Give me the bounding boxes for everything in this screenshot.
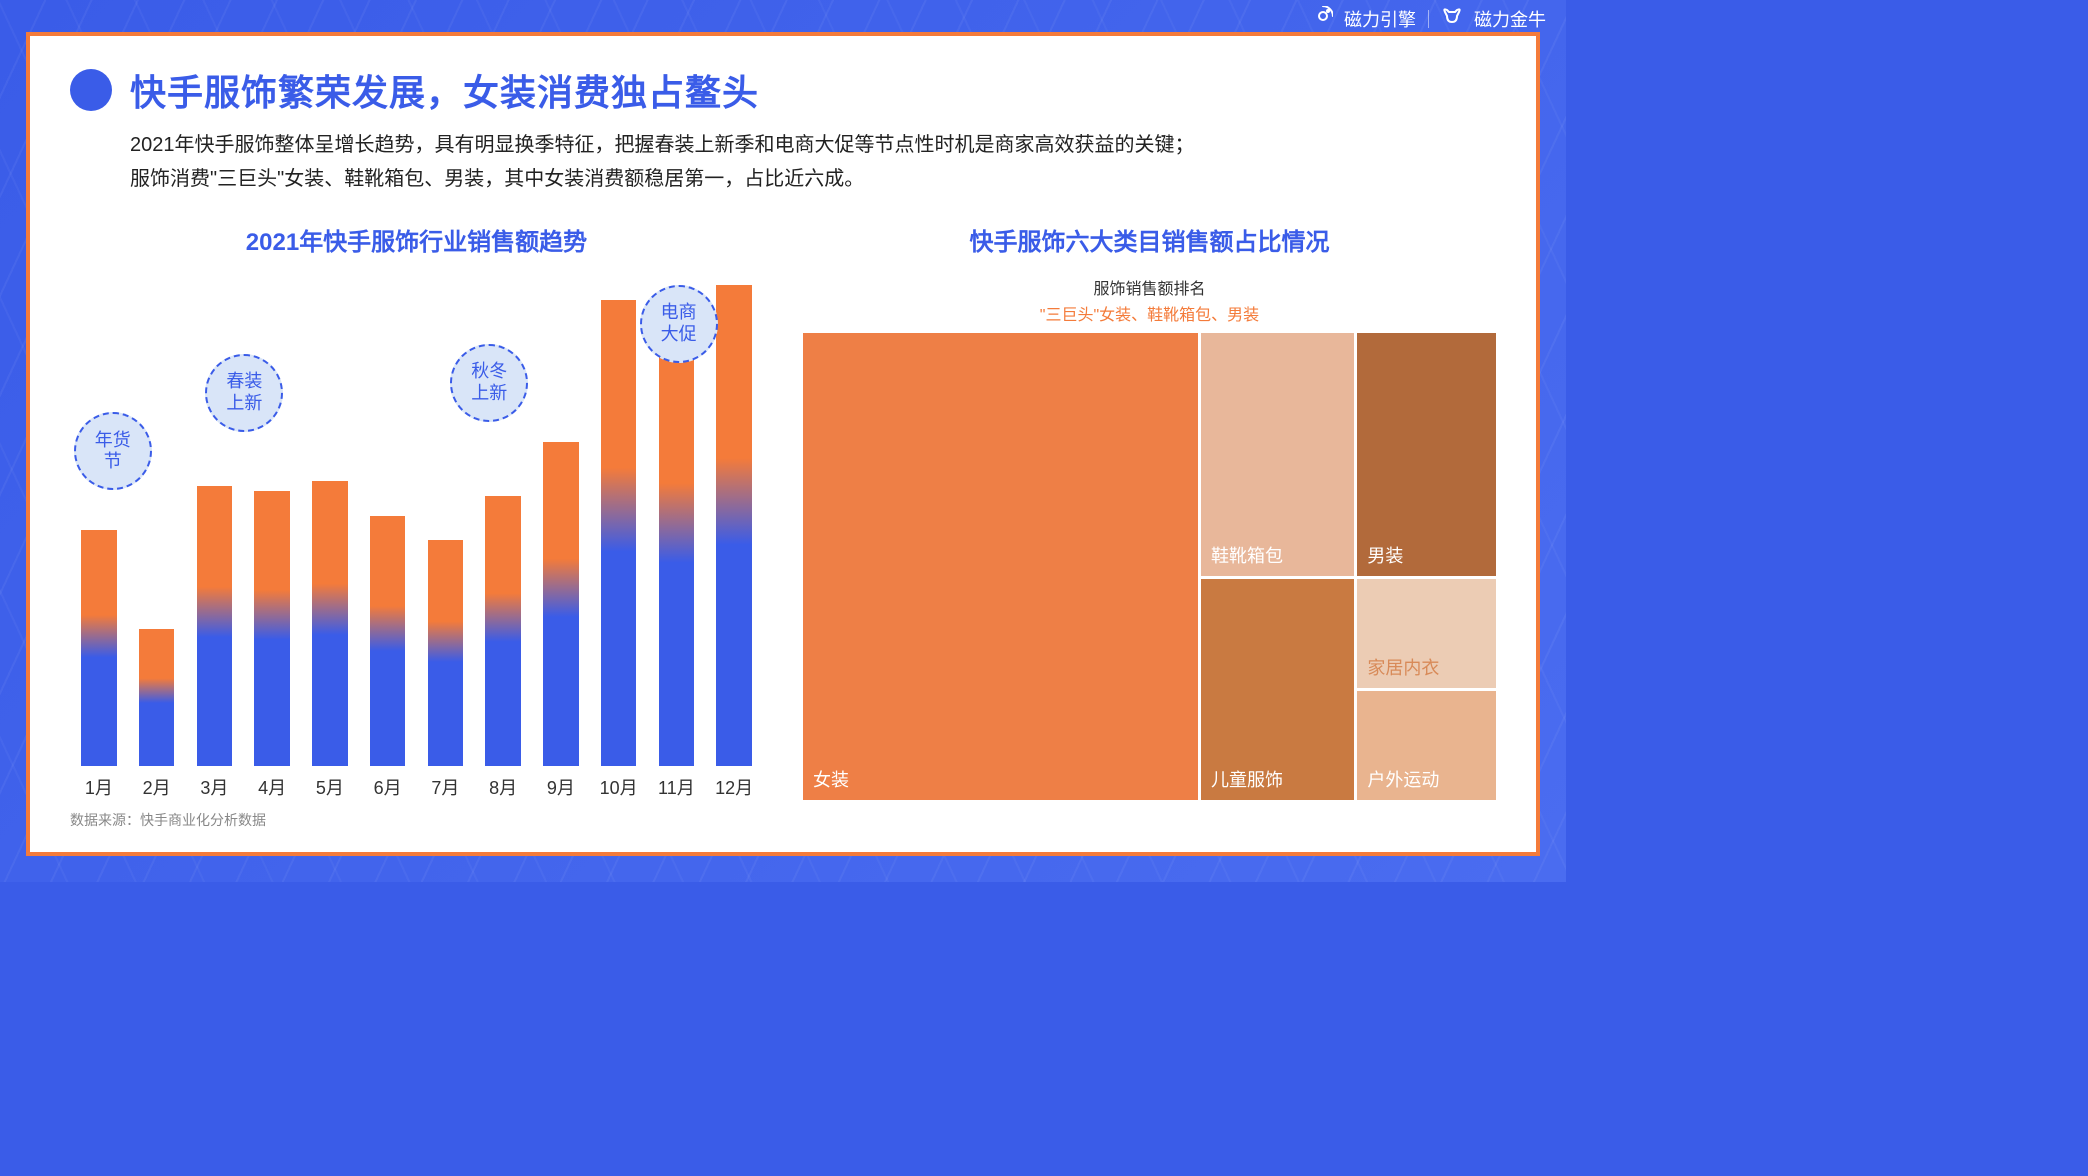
treemap-cell-shoes: 鞋靴箱包 — [1201, 333, 1354, 576]
bar-5 — [307, 275, 353, 766]
x-label: 11月 — [654, 774, 700, 800]
x-label: 9月 — [538, 774, 584, 800]
content-frame: 快手服饰繁荣发展，女装消费独占鳌头 2021年快手服饰整体呈增长趋势，具有明显换… — [26, 32, 1540, 856]
treemap-label-shoes: 鞋靴箱包 — [1211, 542, 1283, 568]
charts-row: 2021年快手服饰行业销售额趋势 年货节春装上新 秋冬上新 电商大促 1月 2月 3月 4… — [70, 222, 1496, 800]
treemap-label-outdoor: 户外运动 — [1367, 766, 1439, 792]
footer-note: 数据来源：快手商业化分析数据 — [70, 810, 1496, 830]
bar-1 — [76, 275, 122, 766]
brand-right: 磁力金牛 — [1441, 6, 1546, 32]
bar-chart-area: 年货节春装上新 秋冬上新 电商大促 — [70, 275, 763, 766]
treemap-subheader: "三巨头"女装、鞋靴箱包、男装 — [803, 301, 1496, 325]
callout-bubble: 春装上新 — [205, 354, 283, 432]
treemap-label-home: 家居内衣 — [1367, 654, 1439, 680]
title-dot-icon — [70, 69, 112, 111]
x-label: 5月 — [307, 774, 353, 800]
page-title: 快手服饰繁荣发展，女装消费独占鳌头 — [130, 64, 759, 116]
bar-chart: 2021年快手服饰行业销售额趋势 年货节春装上新 秋冬上新 电商大促 1月 2月 3月 4… — [70, 222, 763, 800]
brand-right-label: 磁力金牛 — [1474, 10, 1546, 30]
x-label: 12月 — [711, 774, 757, 800]
treemap-label-men: 男装 — [1367, 542, 1403, 568]
subtitle-line-1: 2021年快手服饰整体呈增长趋势，具有明显换季特征，把握春装上新季和电商大促等节… — [130, 128, 1496, 162]
x-label: 8月 — [480, 774, 526, 800]
treemap-header: 服饰销售额排名 — [803, 275, 1496, 299]
treemap-area: 女装 鞋靴箱包 男装 儿童服饰 — [803, 333, 1496, 800]
treemap-chart: 快手服饰六大类目销售额占比情况 服饰销售额排名 "三巨头"女装、鞋靴箱包、男装 … — [803, 222, 1496, 800]
bar-7 — [423, 275, 469, 766]
subtitle-line-2: 服饰消费"三巨头"女装、鞋靴箱包、男装，其中女装消费额稳居第一，占比近六成。 — [130, 162, 1496, 196]
treemap-cell-outdoor: 户外运动 — [1357, 691, 1496, 800]
x-label: 2月 — [134, 774, 180, 800]
title-row: 快手服饰繁荣发展，女装消费独占鳌头 — [70, 64, 1496, 116]
brand-left-label: 磁力引擎 — [1344, 10, 1416, 30]
callout-bubble: 秋冬上新 — [450, 344, 528, 422]
broadcast-icon — [1313, 6, 1333, 26]
treemap-sub-items: 女装、鞋靴箱包、男装 — [1099, 307, 1259, 324]
bar-12 — [711, 275, 757, 766]
bar-2 — [134, 275, 180, 766]
treemap-cell-women: 女装 — [803, 333, 1198, 800]
x-label: 1月 — [76, 774, 122, 800]
treemap-label-kids: 儿童服饰 — [1211, 766, 1283, 792]
callout-bubble: 年货节 — [74, 412, 152, 490]
x-label: 10月 — [596, 774, 642, 800]
treemap-cell-men: 男装 — [1357, 333, 1496, 576]
treemap-label-women: 女装 — [813, 766, 849, 792]
treemap-cell-home: 家居内衣 — [1357, 579, 1496, 688]
bar-10 — [596, 275, 642, 766]
callout-bubble: 电商大促 — [640, 285, 718, 363]
x-label: 4月 — [249, 774, 295, 800]
bar-9 — [538, 275, 584, 766]
cow-icon — [1441, 6, 1463, 26]
subtitle: 2021年快手服饰整体呈增长趋势，具有明显换季特征，把握春装上新季和电商大促等节… — [130, 128, 1496, 196]
brand-left: 磁力引擎 — [1313, 6, 1416, 32]
bar-3 — [192, 275, 238, 766]
bar-chart-title: 2021年快手服饰行业销售额趋势 — [70, 222, 763, 257]
treemap-sub-prefix: "三巨头" — [1040, 307, 1099, 324]
bar-chart-x-labels: 1月 2月 3月 4月 5月 6月 7月 8月 9月 10月 11月 12月 — [70, 766, 763, 800]
x-label: 6月 — [365, 774, 411, 800]
treemap-cell-kids: 儿童服饰 — [1201, 579, 1354, 800]
x-label: 7月 — [423, 774, 469, 800]
treemap-title: 快手服饰六大类目销售额占比情况 — [803, 222, 1496, 257]
bar-6 — [365, 275, 411, 766]
x-label: 3月 — [192, 774, 238, 800]
brand-logos: 磁力引擎 磁力金牛 — [1313, 6, 1546, 32]
bar-4 — [249, 275, 295, 766]
brand-separator — [1428, 10, 1429, 28]
